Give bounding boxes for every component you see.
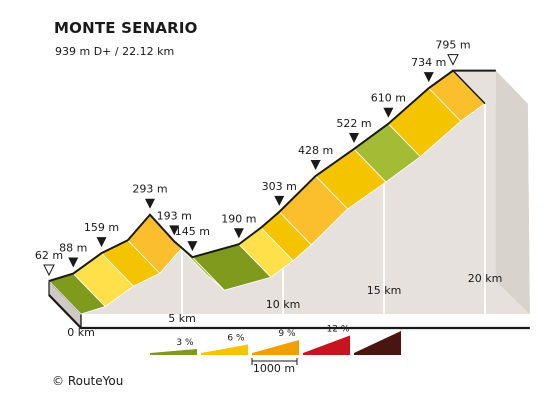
- start-marker: [43, 264, 55, 277]
- copyright-label: © RouteYou: [52, 374, 124, 388]
- legend-grade-label: 12 %: [327, 325, 350, 335]
- elevation-label: 159 m: [84, 221, 119, 234]
- legend-swatch: [303, 335, 350, 355]
- profile-end-edge: [452, 70, 486, 105]
- elevation-label: 303 m: [262, 180, 297, 193]
- elevation-label: 145 m: [175, 225, 210, 238]
- finish-marker: [447, 54, 459, 66]
- elevation-arrow-marker: [96, 237, 107, 248]
- elevation-arrow-marker: [383, 107, 394, 118]
- profile-back-ridge: [48, 69, 496, 282]
- elevation-arrow-marker: [349, 132, 360, 143]
- elevation-label: 88 m: [59, 242, 87, 255]
- x-tick-label: 5 km: [168, 312, 196, 325]
- elevation-label: 428 m: [298, 144, 333, 157]
- chart-subtitle: 939 m D+ / 22.12 km: [55, 45, 175, 58]
- elevation-arrow-marker: [233, 228, 244, 239]
- elevation-arrow-marker: [310, 159, 321, 170]
- legend-swatch: [354, 331, 401, 355]
- elevation-arrow-marker: [68, 257, 79, 268]
- elevation-label: 795 m: [435, 39, 470, 52]
- elevation-label: 610 m: [371, 92, 406, 105]
- elevation-arrow-marker: [274, 195, 285, 206]
- elevation-label: 190 m: [221, 212, 256, 225]
- elevation-label: 62 m: [35, 249, 63, 262]
- legend-grade-label: 6 %: [227, 334, 245, 344]
- elevation-label: 293 m: [132, 183, 167, 196]
- elevation-arrow-marker: [423, 72, 434, 83]
- elevation-label: 193 m: [157, 209, 192, 222]
- elevation-arrow-marker: [169, 225, 180, 236]
- legend-distance-label: 1000 m: [253, 362, 295, 375]
- elevation-arrow-marker: [187, 241, 198, 252]
- legend-swatch: [201, 344, 248, 355]
- legend-grade-label: 3 %: [176, 338, 194, 348]
- x-tick-label: 20 km: [468, 272, 503, 285]
- legend-swatch: [252, 340, 299, 355]
- legend-swatch: [150, 349, 197, 355]
- elevation-label: 734 m: [411, 56, 446, 69]
- x-tick-label: 15 km: [367, 284, 402, 297]
- profile-end-face: [495, 70, 530, 314]
- elevation-arrow-marker: [145, 198, 155, 209]
- x-tick-label: 0 km: [67, 326, 95, 339]
- elevation-label: 522 m: [336, 117, 371, 130]
- chart-title: MONTE SENARIO: [54, 19, 198, 37]
- legend-grade-label: 9 %: [278, 329, 296, 339]
- x-tick-label: 10 km: [266, 298, 301, 311]
